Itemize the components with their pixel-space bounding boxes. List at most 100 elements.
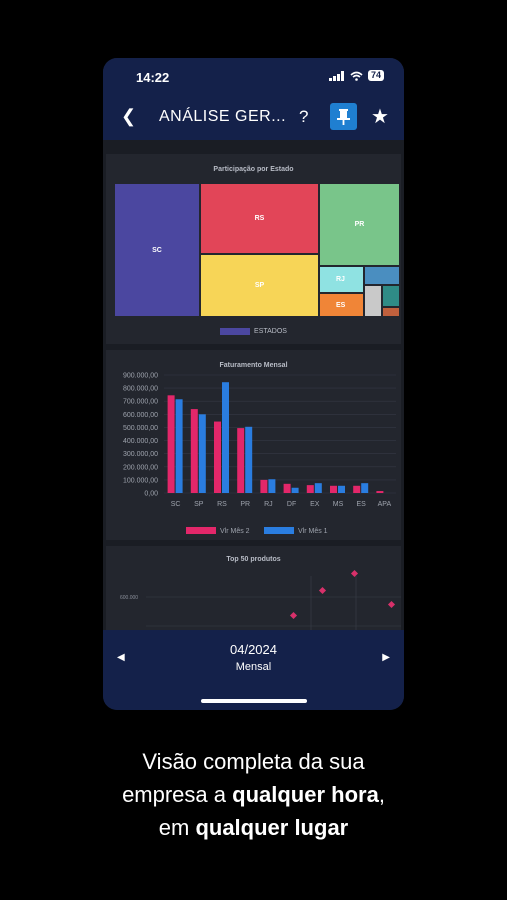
x-tick-label: RJ [264,501,273,508]
bar-ex-series-2[interactable] [314,483,322,493]
top50-title: Top 50 produtos [226,556,281,563]
bar-rs-series-2[interactable] [222,382,229,493]
treemap-tile-rs[interactable]: RS [201,184,318,253]
signal-icon [328,70,344,81]
treemap-tile-label: SC [152,246,162,254]
y-tick-label: 400.000,00 [123,438,158,445]
x-tick-label: EX [310,501,320,508]
home-indicator [201,699,307,703]
status-bar: 14:22 74 [103,58,404,96]
help-button[interactable]: ? [299,107,309,126]
previous-period-button[interactable]: ◀ [117,652,125,663]
scatter-point[interactable] [387,600,396,609]
period-value[interactable]: 04/2024 [230,642,277,657]
legend-label: Vlr Mês 2 [220,528,250,535]
tagline-text: empresa a [122,782,233,807]
legend-label: Vlr Mês 1 [298,528,328,535]
treemap-tile-label: PR [354,221,365,228]
bar-rj-series-2[interactable] [268,479,276,493]
wifi-icon [350,71,363,81]
tagline-line-1: Visão completa da sua [142,749,365,774]
y-tick-label: 200.000,00 [123,464,158,471]
x-tick-label: APA [378,501,392,508]
y-tick-label: 800.000,00 [123,386,158,393]
treemap-title: Participação por Estado [213,166,294,173]
y-tick-label: 300.000,00 [123,451,158,458]
y-tick-label: 0,00 [144,491,158,498]
bar-chart: 900.000,00 800.000,00 700.000,00 600.000,00… [123,373,396,535]
bar-rj-series-1[interactable] [260,479,268,493]
bar-df-series-1[interactable] [283,483,291,493]
back-arrow-icon[interactable]: ❮ [121,106,137,126]
period-footer: ◀ 04/2024 Mensal ▶ [103,630,404,710]
treemap-tile-sc[interactable]: SC [115,184,199,316]
favorite-star-icon[interactable]: ★ [371,106,389,128]
legend-label: ESTADOS [254,328,287,335]
tagline-text: em [158,815,196,840]
bar-sc-series-2[interactable] [175,399,183,493]
treemap-tile-label: ES [336,301,346,309]
treemap-tile-other[interactable] [365,267,399,284]
treemap-tile-other[interactable] [383,286,399,306]
status-time: 14:22 [136,70,170,85]
bar-sp-series-1[interactable] [190,409,198,493]
scatter-point[interactable] [318,586,327,595]
tagline-text: , [378,782,385,807]
treemap-tile-es[interactable]: ES [320,294,363,316]
treemap-tile-other[interactable] [365,286,381,316]
next-period-button[interactable]: ▶ [382,652,390,663]
scatter-point[interactable] [289,611,298,620]
x-tick-label: SP [194,501,204,508]
treemap-tile-sp[interactable]: SP [201,255,318,316]
legend-swatch [220,328,251,335]
tagline-line-3: em qualquer lugar [0,811,507,844]
y-tick-label: 900.000,00 [123,373,158,380]
tagline-highlight: qualquer hora [232,782,379,807]
treemap-tile-pr[interactable]: PR [320,184,399,265]
bar-chart-card: Faturamento Mensal 900.000,00 800.000,00 7… [106,350,401,540]
pin-button[interactable] [330,103,357,130]
tagline-line-2: empresa a qualquer hora, [0,778,507,811]
bar-sp-series-2[interactable] [198,414,206,493]
x-tick-label: RS [217,501,227,508]
top50-card: Top 50 produtos 600.000 [106,546,401,630]
x-tick-label: MS [333,501,344,508]
bar-ms-series-1[interactable] [330,485,337,493]
bar-df-series-2[interactable] [291,487,299,493]
top50-scatter: 600.000 [120,569,401,630]
treemap-tile-label: RS [254,215,265,222]
bar-rs-series-1[interactable] [214,421,221,493]
bar-chart-title: Faturamento Mensal [219,362,288,369]
bar-es-series-1[interactable] [353,485,361,493]
treemap-legend: ESTADOS [106,328,401,335]
dashboard-content[interactable]: Participação por Estado SC RS SP PR RJ E… [103,140,404,630]
battery-icon: 74 [367,70,384,81]
phone-frame: 14:22 74 ❮ ANÁLISE GER... ? ★ Participaç… [103,58,404,710]
treemap-tile-label: RJ [336,276,345,283]
x-tick-label: SC [171,501,181,508]
treemap-area: SC RS SP PR RJ ES [112,181,400,319]
bar-pr-series-1[interactable] [237,428,245,493]
treemap-card: Participação por Estado SC RS SP PR RJ E… [106,154,401,344]
bar-ex-series-1[interactable] [306,485,314,493]
x-tick-label: DF [287,501,296,508]
y-tick-label: 500.000,00 [123,425,158,432]
period-type: Mensal [235,661,272,673]
bar-pr-series-2[interactable] [245,426,253,493]
bar-sc-series-1[interactable] [167,395,175,493]
treemap-tile-other[interactable] [383,308,399,316]
y-tick-label: 100.000,00 [123,477,158,484]
scatter-point[interactable] [350,569,359,578]
x-tick-label: PR [240,501,250,508]
bar-apa-series-1[interactable] [376,491,384,493]
top50-tick-label: 600.000 [120,595,138,601]
bar-es-series-2[interactable] [361,483,369,493]
x-tick-label: ES [357,501,367,508]
status-icons: 74 [328,70,384,81]
y-tick-label: 700.000,00 [123,399,158,406]
legend-swatch [186,527,216,534]
bar-ms-series-2[interactable] [338,485,345,493]
pin-icon [337,109,350,125]
treemap-tile-rj[interactable]: RJ [320,267,363,292]
y-tick-label: 600.000,00 [123,412,158,419]
